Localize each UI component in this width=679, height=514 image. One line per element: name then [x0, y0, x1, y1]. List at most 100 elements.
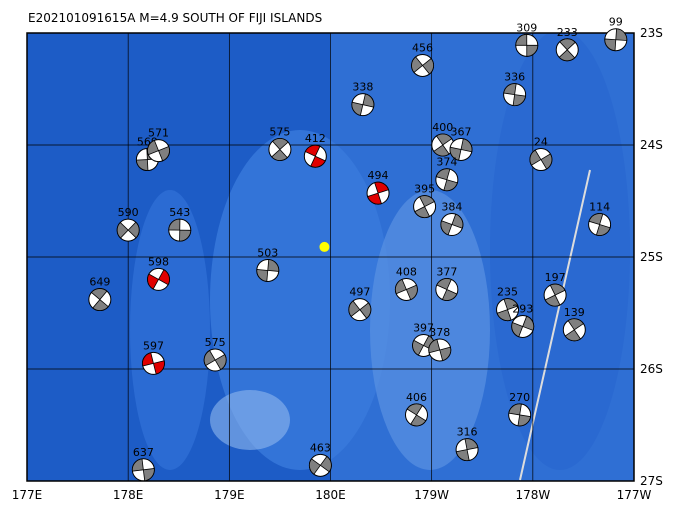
lon-tick-label: 178E: [113, 488, 144, 502]
ball-quadrant: [310, 155, 326, 168]
beachball: [268, 137, 292, 161]
depth-label: 456: [412, 41, 433, 54]
map-title: E202101091615A M=4.9 SOUTH OF FIJI ISLAN…: [28, 11, 322, 25]
ball-quadrant: [540, 153, 553, 170]
depth-label: 590: [118, 206, 139, 219]
lon-tick-label: 177E: [12, 488, 43, 502]
ball-quadrant: [203, 349, 216, 367]
depth-label: 503: [257, 246, 278, 259]
ball-quadrant: [451, 213, 464, 229]
beachball: [503, 83, 527, 107]
ball-quadrant: [362, 93, 375, 108]
ball-quadrant: [179, 229, 192, 242]
depth-label: 24: [534, 136, 548, 149]
ball-quadrant: [304, 144, 321, 157]
lon-tick-label: 179E: [214, 488, 245, 502]
ball-quadrant: [374, 181, 390, 194]
ball-quadrant: [348, 300, 361, 317]
lat-tick-label: 25S: [640, 250, 663, 264]
ball-quadrant: [271, 138, 289, 151]
depth-label: 316: [457, 426, 478, 439]
ball-quadrant: [131, 458, 144, 472]
beachball: [351, 93, 375, 117]
ball-quadrant: [367, 192, 382, 205]
depth-label: 377: [436, 265, 457, 278]
ball-quadrant: [168, 218, 181, 231]
depth-label: 384: [441, 201, 462, 214]
ball-quadrant: [435, 133, 453, 146]
depth-label: 575: [269, 125, 290, 138]
ball-quadrant: [464, 438, 479, 451]
ball-quadrant: [411, 56, 424, 73]
ball-quadrant: [90, 288, 108, 301]
beachball: [435, 168, 459, 192]
ball-quadrant: [127, 221, 140, 239]
ball-quadrant: [567, 318, 584, 331]
beachball: [366, 181, 390, 205]
depth-label: 293: [512, 302, 533, 315]
ball-quadrant: [460, 138, 473, 153]
depth-label: 637: [133, 446, 154, 459]
depth-label: 139: [564, 306, 585, 319]
ball-quadrant: [359, 302, 372, 319]
ball-quadrant: [147, 139, 160, 156]
depth-label: 571: [148, 127, 169, 140]
beachball: [508, 403, 532, 427]
beachball: [411, 53, 435, 77]
beachball: [588, 213, 612, 237]
ball-quadrant: [503, 298, 519, 311]
ball-quadrant: [433, 144, 450, 157]
ball-quadrant: [152, 360, 165, 375]
lat-tick-label: 27S: [640, 474, 663, 488]
ball-quadrant: [142, 468, 155, 482]
depth-label: 406: [406, 391, 427, 404]
lon-tick-label: 177W: [617, 488, 652, 502]
beachball: [308, 453, 332, 477]
ball-quadrant: [508, 403, 522, 416]
ball-quadrant: [414, 206, 431, 218]
depth-label: 597: [143, 339, 164, 352]
depth-label: 400: [432, 121, 453, 134]
ball-quadrant: [515, 33, 528, 46]
depth-label: 463: [310, 441, 331, 454]
ball-quadrant: [92, 298, 109, 311]
ball-quadrant: [421, 57, 434, 75]
beachball: [604, 28, 628, 52]
lat-tick-label: 24S: [640, 138, 663, 152]
ball-quadrant: [308, 458, 321, 475]
depth-label: 233: [557, 26, 578, 39]
ball-quadrant: [419, 195, 435, 208]
ball-quadrant: [319, 455, 332, 473]
ball-quadrant: [559, 38, 576, 51]
beachball: [88, 288, 112, 312]
beachball: [256, 258, 280, 282]
beachball: [147, 139, 171, 163]
depth-label: 543: [169, 206, 190, 219]
beachball: [428, 338, 452, 362]
depth-label: 378: [429, 326, 450, 339]
beachball: [455, 438, 479, 462]
ball-quadrant: [439, 346, 452, 362]
beachball: [529, 148, 553, 172]
ball-quadrant: [406, 403, 423, 416]
lat-tick-label: 26S: [640, 362, 663, 376]
ball-quadrant: [405, 284, 418, 301]
depth-label: 336: [504, 71, 525, 84]
ball-quadrant: [526, 44, 539, 57]
ball-quadrant: [511, 321, 524, 338]
ball-quadrant: [615, 28, 628, 41]
beachball: [131, 458, 155, 482]
depth-label: 397: [413, 321, 434, 334]
ball-quadrant: [558, 49, 576, 62]
lat-tick-label: 23S: [640, 26, 663, 40]
depth-label: 374: [436, 156, 457, 169]
ball-quadrant: [142, 352, 154, 367]
ball-quadrant: [410, 414, 427, 427]
ball-quadrant: [256, 269, 269, 282]
beachball: [515, 33, 539, 57]
lon-tick-label: 179W: [414, 488, 449, 502]
beachball: [348, 298, 372, 322]
beachball: [141, 351, 165, 375]
